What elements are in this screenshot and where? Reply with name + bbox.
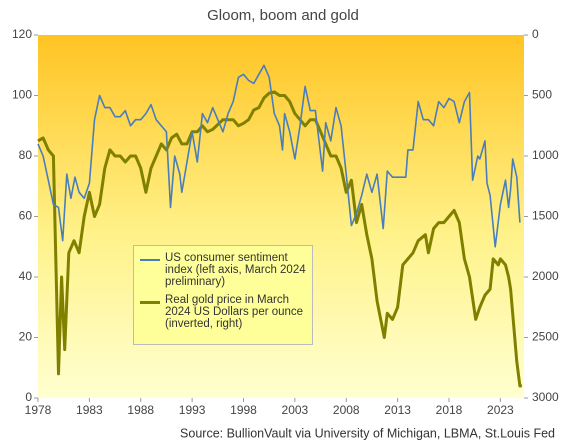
legend-swatch — [140, 301, 160, 304]
y-tick-label: 100 — [12, 88, 32, 102]
y-tick-label: 80 — [19, 148, 33, 162]
y2-tick-label: 2000 — [532, 269, 559, 283]
x-tick-label: 2003 — [282, 403, 309, 417]
x-tick-label: 1978 — [25, 403, 52, 417]
y2-tick-label: 500 — [532, 88, 552, 102]
x-tick-label: 2023 — [487, 403, 514, 417]
series-line — [37, 90, 522, 388]
legend-label: US consumer sentiment index (left axis, … — [165, 252, 306, 288]
y-tick-label: 120 — [12, 27, 32, 41]
x-tick-label: 2018 — [436, 403, 463, 417]
y-tick-label: 60 — [19, 209, 33, 223]
legend-swatch — [140, 259, 160, 261]
legend-entry: US consumer sentiment index (left axis, … — [140, 252, 306, 288]
x-tick-label: 1993 — [179, 403, 206, 417]
x-tick-label: 1998 — [230, 403, 257, 417]
legend-label: Real gold price in March 2024 US Dollars… — [165, 294, 304, 330]
y2-tick-label: 0 — [532, 27, 539, 41]
y-tick-label: 40 — [19, 269, 33, 283]
x-tick-label: 1988 — [127, 403, 154, 417]
y2-tick-label: 3000 — [532, 390, 559, 404]
y-tick-label: 0 — [25, 390, 32, 404]
legend: US consumer sentiment index (left axis, … — [133, 245, 313, 345]
y-tick-label: 20 — [19, 330, 33, 344]
x-tick-label: 1983 — [76, 403, 103, 417]
x-tick-label: 2008 — [333, 403, 360, 417]
y2-tick-label: 1500 — [532, 209, 559, 223]
y2-tick-label: 1000 — [532, 148, 559, 162]
legend-entry: Real gold price in March 2024 US Dollars… — [140, 294, 306, 330]
chart-title: Gloom, boom and gold — [207, 7, 359, 24]
x-tick-label: 2013 — [384, 403, 411, 417]
series-line — [37, 64, 521, 248]
source-note: Source: BullionVault via University of M… — [180, 426, 555, 440]
y2-tick-label: 2500 — [532, 330, 559, 344]
